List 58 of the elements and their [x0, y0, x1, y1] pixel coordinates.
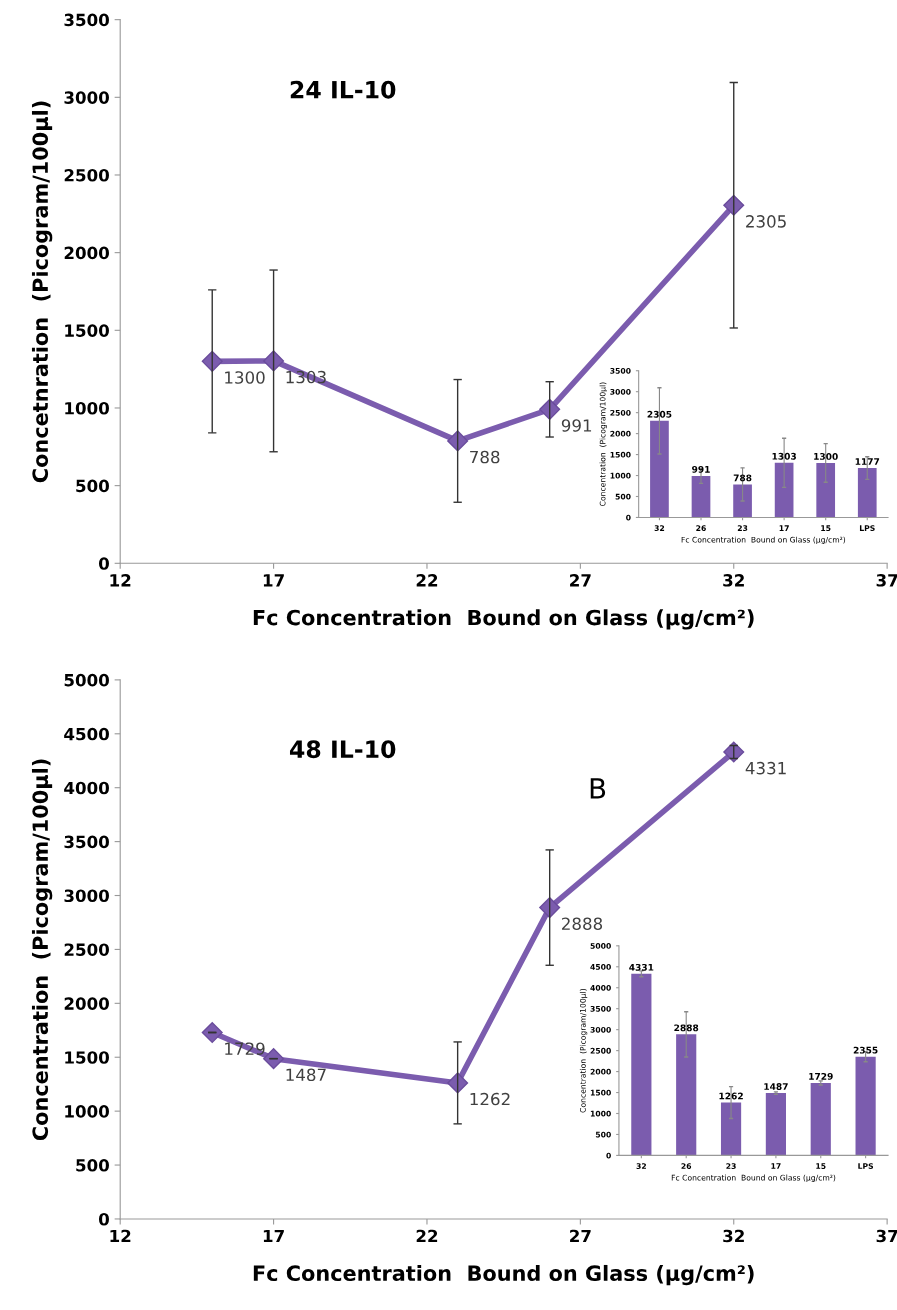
y-tick-label: 1500	[65, 324, 109, 337]
data-label: 1729	[809, 1072, 833, 1080]
y-tick-label: 2000	[64, 246, 109, 260]
y-tick-label: 2000	[64, 997, 109, 1010]
y-tick-label: 0	[98, 557, 109, 570]
x-tick-label: 37	[876, 1229, 897, 1243]
y-tick-label: 1500	[65, 1051, 109, 1064]
y-axis-title: Concentration (Picogram/100µl)	[31, 759, 53, 1141]
y-tick-label: 3000	[64, 889, 109, 903]
x-tick-label: 17	[263, 574, 284, 587]
data-label: 1300	[225, 371, 265, 384]
y-tick-label: 3500	[64, 13, 109, 27]
text: 24 IL-10	[290, 80, 396, 99]
x-tick-label: 32	[723, 1229, 744, 1243]
y-tick-label: 500	[76, 1159, 109, 1172]
y-tick-label: 1000	[65, 401, 109, 415]
data-label: 1262	[470, 1092, 510, 1106]
y-tick-label: 4000	[64, 781, 109, 795]
data-label: 4331	[745, 761, 786, 775]
y-tick-label: 3000	[64, 91, 109, 104]
data-label: 788	[733, 474, 752, 482]
data-label: 2305	[746, 215, 786, 228]
data-label: 1300	[814, 452, 838, 460]
data-label: 2888	[674, 1024, 699, 1032]
x-tick-label: 27	[570, 1229, 591, 1243]
data-label: 991	[692, 465, 710, 473]
data-label: 1487	[764, 1083, 788, 1090]
x-tick-label: 12	[110, 574, 131, 587]
x-tick-label: 27	[570, 574, 591, 587]
y-tick-label: 5000	[64, 673, 109, 687]
x-axis-title: Fc Concentration Bound on Glass (µg/cm²)	[253, 1264, 754, 1286]
data-label: 4331	[629, 963, 654, 971]
x-tick-label: 22	[416, 1229, 438, 1243]
data-label: 1177	[855, 458, 880, 465]
y-axis-title: Concetnration (Picogram/100µl)	[31, 101, 53, 483]
x-tick-label: 37	[876, 574, 897, 587]
y-tick-label: 2500	[64, 943, 109, 956]
data-label: 788	[470, 450, 500, 464]
y-tick-label: 1000	[65, 1105, 109, 1118]
data-label: 2355	[853, 1046, 878, 1054]
data-label: 1487	[286, 1068, 326, 1082]
y-tick-label: 0	[98, 1212, 109, 1226]
x-tick-label: 12	[110, 1229, 131, 1243]
x-axis-title: Fc Concentration Bound on Glass (µg/cm²)	[253, 609, 754, 630]
y-tick-label: 500	[76, 479, 109, 493]
data-label: 1303	[772, 452, 796, 460]
x-tick-label: 17	[263, 1229, 284, 1243]
data-label: 1262	[719, 1092, 743, 1100]
x-tick-label: 32	[723, 574, 744, 587]
x-tick-label: 22	[416, 574, 438, 587]
data-label: 991	[561, 419, 592, 432]
data-label: 2888	[562, 917, 603, 931]
y-tick-label: 2500	[64, 168, 109, 182]
y-tick-label: 4500	[64, 727, 109, 741]
y-tick-label: 3500	[64, 835, 109, 849]
data-label: 2305	[647, 410, 672, 418]
annotation: B	[590, 778, 606, 799]
text: 48 IL-10	[289, 740, 396, 759]
